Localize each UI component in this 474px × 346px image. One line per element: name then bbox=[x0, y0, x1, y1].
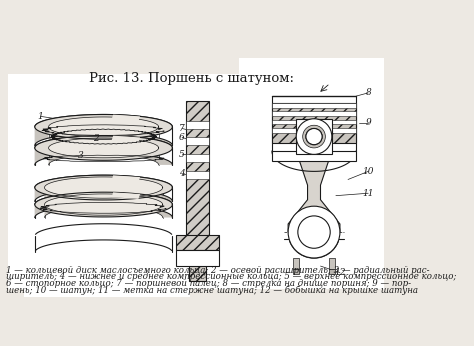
Circle shape bbox=[303, 125, 325, 148]
Polygon shape bbox=[35, 136, 104, 165]
Text: Рис. 13. Поршень с шатуном:: Рис. 13. Поршень с шатуном: bbox=[89, 72, 294, 85]
Text: 12: 12 bbox=[334, 268, 346, 277]
Text: 11: 11 bbox=[363, 189, 374, 198]
Text: 3: 3 bbox=[78, 151, 84, 160]
Text: 6: 6 bbox=[179, 133, 185, 142]
Polygon shape bbox=[35, 192, 104, 218]
Text: 1: 1 bbox=[37, 112, 43, 121]
Circle shape bbox=[288, 206, 340, 258]
Text: 2: 2 bbox=[92, 134, 99, 143]
Circle shape bbox=[306, 128, 322, 145]
Polygon shape bbox=[35, 136, 173, 160]
Bar bbox=[328, 269, 335, 274]
Bar bbox=[293, 258, 300, 269]
Bar bbox=[272, 128, 356, 133]
Polygon shape bbox=[35, 175, 104, 201]
Polygon shape bbox=[111, 192, 140, 199]
Polygon shape bbox=[288, 161, 340, 236]
Text: 10: 10 bbox=[363, 167, 374, 176]
Bar bbox=[239, 58, 384, 289]
Polygon shape bbox=[35, 115, 173, 139]
Polygon shape bbox=[104, 136, 173, 165]
Polygon shape bbox=[111, 175, 140, 182]
Bar bbox=[272, 102, 356, 143]
Bar bbox=[186, 154, 209, 162]
Bar bbox=[293, 269, 300, 274]
Polygon shape bbox=[104, 115, 173, 145]
Bar bbox=[272, 120, 356, 125]
Bar bbox=[296, 119, 332, 154]
Polygon shape bbox=[104, 192, 173, 218]
Text: шень; 10 — шатун; 11 — метка на стержне шатуна; 12 — бобышка на крышке шатуна: шень; 10 — шатун; 11 — метка на стержне … bbox=[7, 286, 419, 295]
Polygon shape bbox=[35, 115, 104, 145]
Polygon shape bbox=[45, 194, 163, 215]
Bar bbox=[186, 101, 209, 250]
Text: ширитель; 4 — нижнее и среднее компрессионные кольца; 5 — верхнее компрессионное: ширитель; 4 — нижнее и среднее компресси… bbox=[7, 272, 457, 281]
Bar bbox=[24, 90, 190, 297]
Bar bbox=[190, 264, 206, 281]
Bar bbox=[272, 151, 356, 161]
Polygon shape bbox=[111, 115, 140, 121]
Circle shape bbox=[306, 128, 322, 145]
Text: 8: 8 bbox=[365, 88, 371, 97]
Polygon shape bbox=[104, 175, 173, 201]
Polygon shape bbox=[49, 138, 159, 158]
Polygon shape bbox=[35, 192, 173, 217]
Text: 9: 9 bbox=[365, 118, 371, 127]
Bar bbox=[272, 103, 356, 108]
Text: 5: 5 bbox=[179, 150, 185, 159]
Bar bbox=[176, 250, 219, 266]
Polygon shape bbox=[35, 175, 173, 200]
Text: 1 — кольцевой диск маслосъемного кольца; 2 — осевой расширитель; 3 — радиальный : 1 — кольцевой диск маслосъемного кольца;… bbox=[7, 266, 430, 275]
Text: 7: 7 bbox=[179, 124, 185, 133]
Polygon shape bbox=[45, 177, 163, 198]
Circle shape bbox=[298, 216, 330, 248]
Text: 6 — стопорное кольцо; 7 — поршневой палец; 8 — стрелка на днище поршня; 9 — пор-: 6 — стопорное кольцо; 7 — поршневой пале… bbox=[7, 279, 411, 288]
Bar bbox=[186, 171, 209, 180]
Bar bbox=[272, 111, 356, 116]
Circle shape bbox=[296, 119, 332, 154]
Bar bbox=[186, 121, 209, 129]
Polygon shape bbox=[49, 117, 159, 137]
Text: 4: 4 bbox=[179, 169, 185, 178]
Polygon shape bbox=[111, 136, 140, 142]
Bar bbox=[328, 258, 335, 269]
Bar bbox=[8, 74, 389, 289]
Bar bbox=[186, 137, 209, 145]
Bar bbox=[176, 235, 219, 250]
